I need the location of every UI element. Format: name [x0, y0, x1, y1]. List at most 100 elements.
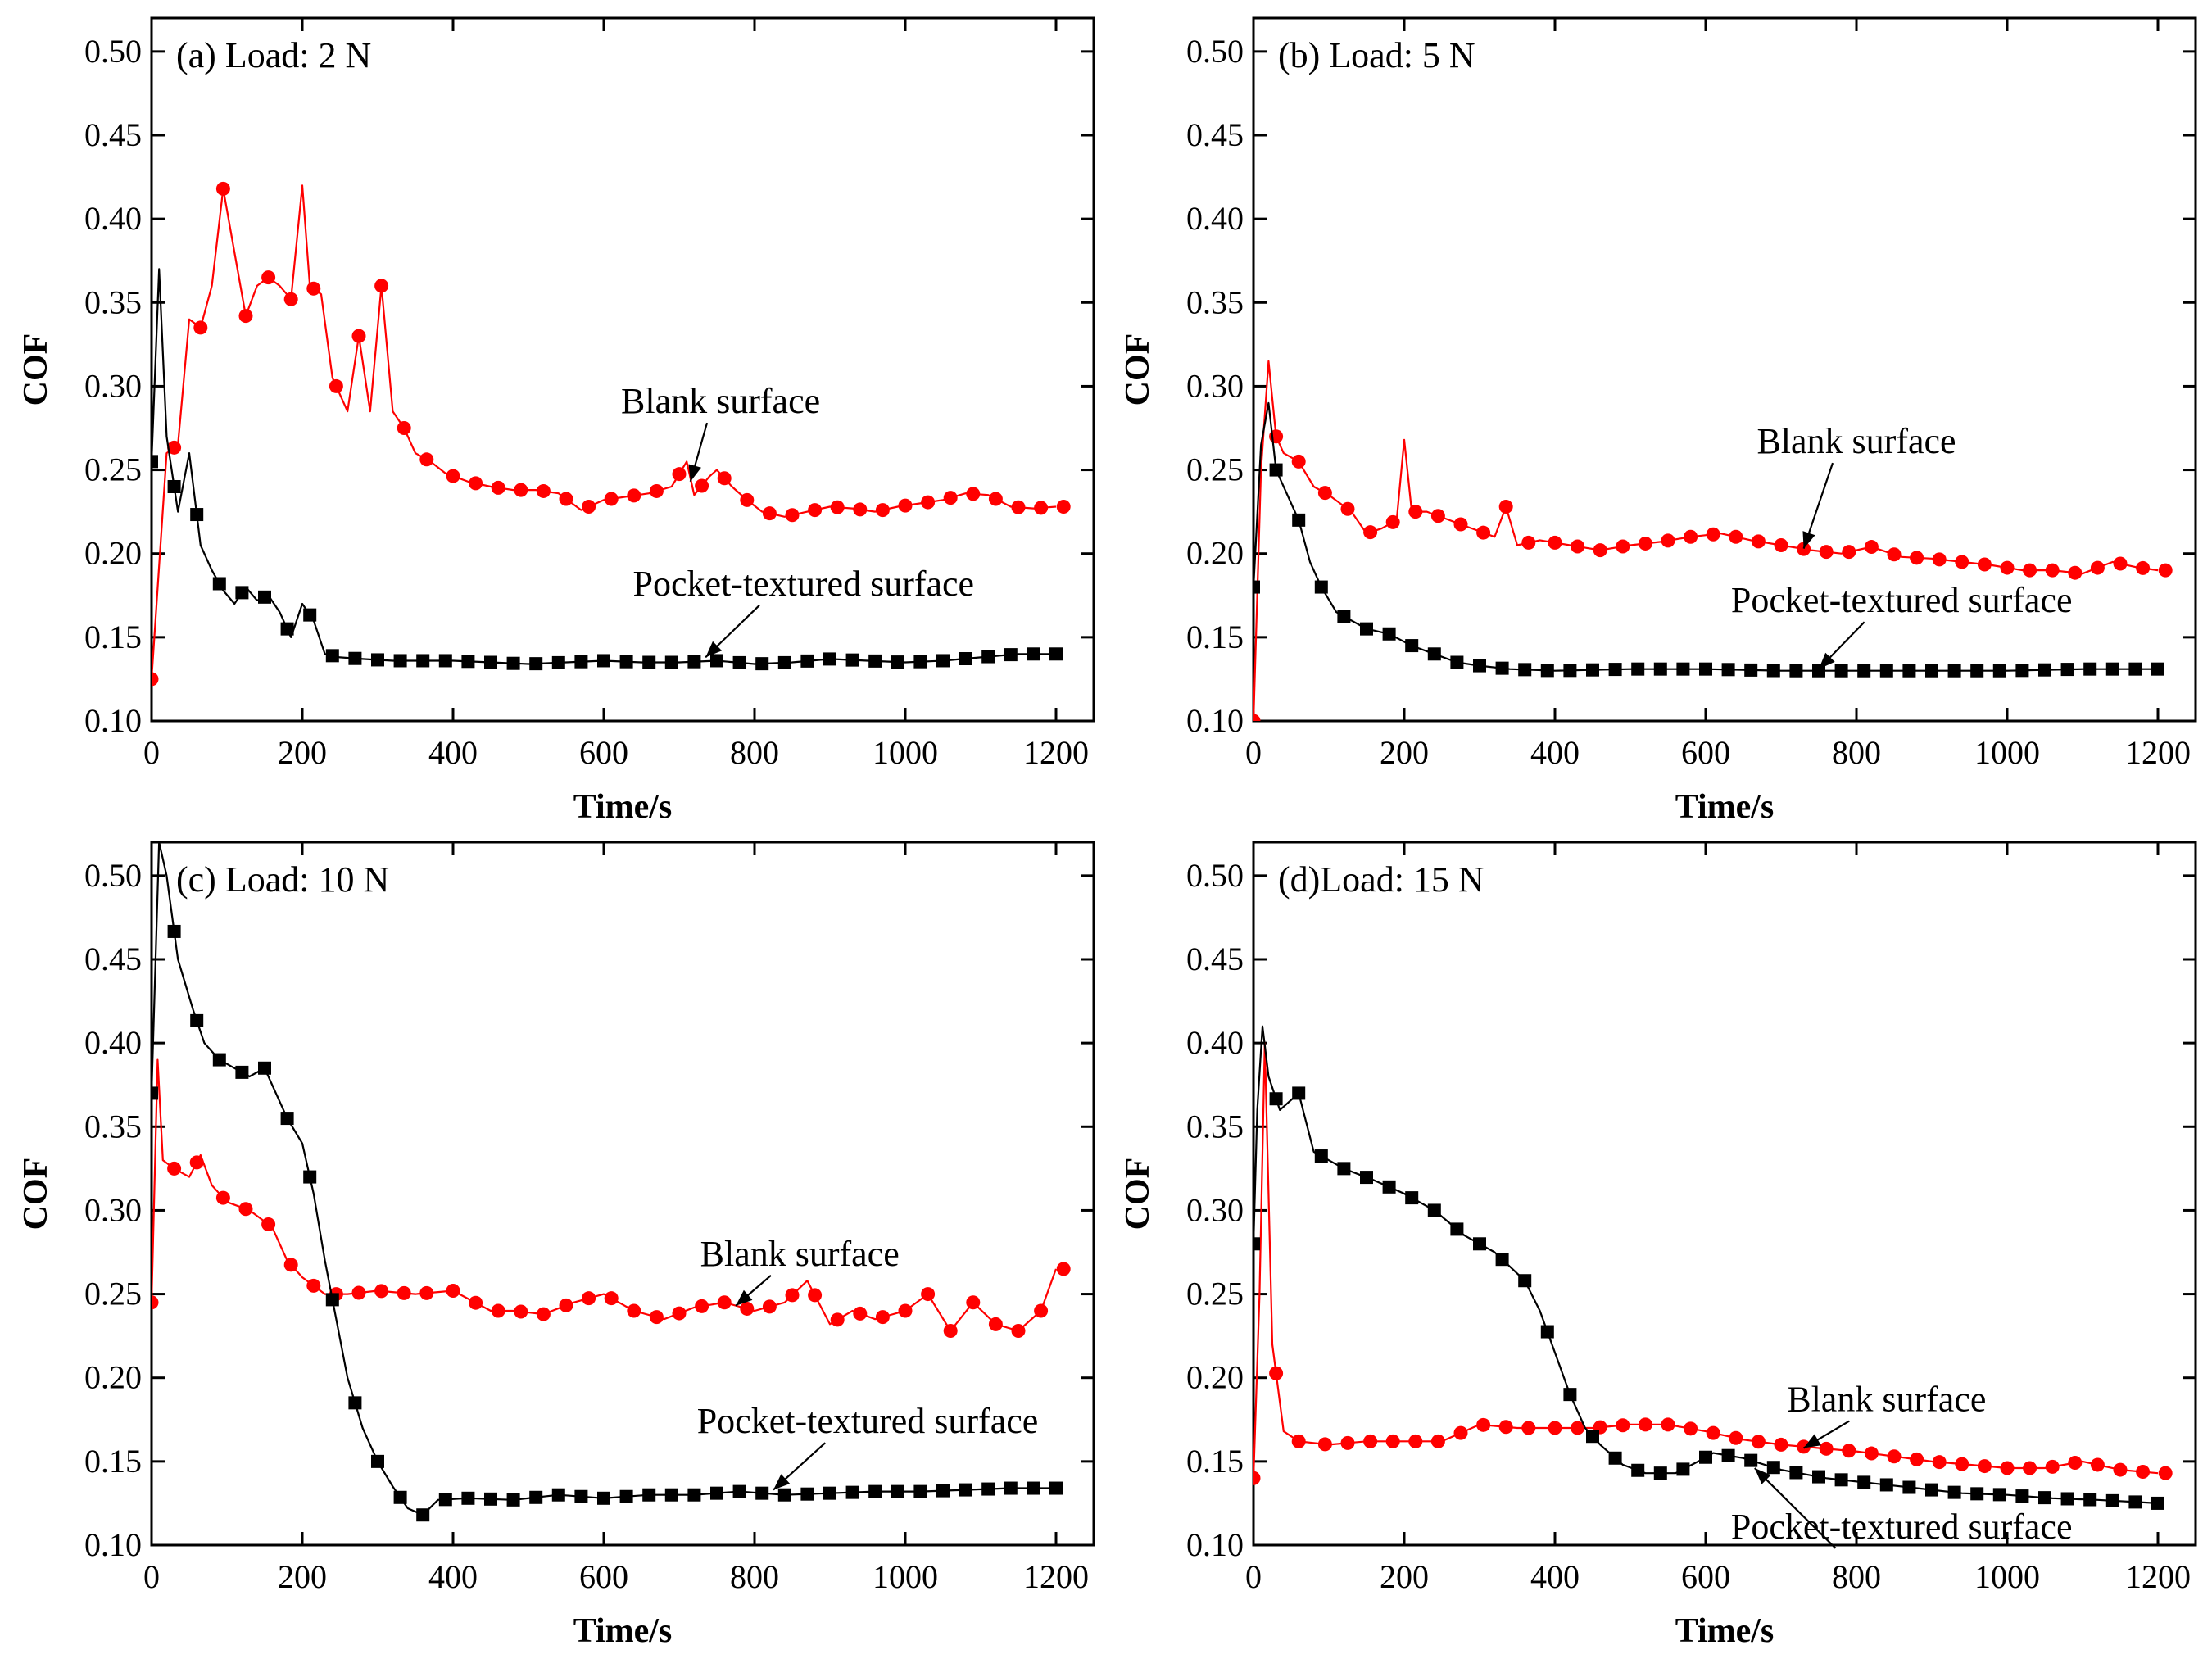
data-point-pocket — [1292, 1086, 1306, 1100]
data-point-pocket — [2151, 662, 2164, 676]
data-point-pocket — [1721, 1448, 1735, 1462]
data-point-pocket — [1253, 580, 1260, 594]
x-tick-label: 1200 — [1023, 734, 1089, 771]
data-point-pocket — [1360, 622, 1373, 636]
data-point-blank — [215, 181, 230, 196]
chart-panel-d: 0.10 0.15 0.20 0.25 0.30 0.35 0.40 0.45 0.50 0 200… — [1119, 841, 2197, 1650]
x-tick-label: 600 — [579, 1558, 628, 1595]
data-point-pocket — [777, 1488, 791, 1502]
arrowhead-icon — [1754, 1468, 1771, 1484]
data-point-pocket — [574, 655, 588, 669]
data-point-pocket — [1382, 1180, 1396, 1194]
data-point-pocket — [1744, 663, 1758, 677]
data-point-pocket — [190, 1013, 204, 1027]
data-point-blank — [627, 488, 641, 503]
data-point-pocket — [1879, 1478, 1893, 1492]
data-point-pocket — [868, 1484, 882, 1498]
series-line-pocket — [1253, 1025, 2159, 1504]
data-point-pocket — [1540, 1325, 1554, 1339]
data-point-pocket — [1902, 664, 1916, 678]
data-point-blank — [604, 492, 619, 506]
data-point-pocket — [325, 1293, 339, 1307]
y-tick-label: 0.35 — [1186, 283, 1244, 320]
data-point-pocket — [1947, 1485, 1961, 1499]
y-tick-label: 0.15 — [84, 619, 142, 655]
y-tick-label: 0.25 — [84, 451, 142, 488]
y-tick-label: 0.25 — [1186, 451, 1244, 488]
data-point-blank — [1521, 535, 1536, 550]
data-point-blank — [419, 452, 434, 467]
data-point-blank — [1751, 1435, 1766, 1449]
x-tick-label: 1200 — [2125, 734, 2191, 771]
y-tick-label: 0.15 — [1186, 619, 1244, 655]
data-point-pocket — [484, 655, 497, 669]
arrowhead-icon — [1803, 1434, 1821, 1448]
data-point-pocket — [393, 654, 407, 668]
data-point-blank — [898, 498, 913, 513]
data-point-blank — [261, 270, 276, 285]
data-point-pocket — [1992, 664, 2006, 678]
data-point-pocket — [235, 1065, 249, 1079]
data-point-pocket — [619, 655, 633, 669]
data-point-pocket — [2128, 1495, 2142, 1509]
data-point-blank — [2113, 556, 2128, 571]
panel-title: (c) Load: 10 N — [176, 859, 389, 900]
data-point-blank — [2023, 1461, 2037, 1475]
data-point-pocket — [1857, 1475, 1871, 1489]
data-point-blank — [1729, 529, 1743, 544]
data-point-pocket — [1947, 664, 1961, 678]
data-point-blank — [1977, 557, 1992, 572]
annotation-pocket: Pocket-textured surface — [1731, 1507, 2073, 1547]
y-axis-label: COF — [1119, 1158, 1157, 1231]
plot-frame — [150, 16, 1095, 723]
data-point-blank — [627, 1303, 641, 1318]
data-point-blank — [672, 467, 687, 482]
data-point-pocket — [1049, 1481, 1063, 1495]
y-tick-label: 0.45 — [1186, 940, 1244, 977]
data-point-pocket — [438, 654, 452, 668]
data-point-pocket — [1540, 664, 1554, 678]
y-tick-label: 0.45 — [84, 116, 142, 153]
y-tick-label: 0.30 — [84, 367, 142, 404]
data-point-pocket — [1253, 1237, 1260, 1251]
x-tick-label: 400 — [1530, 1558, 1580, 1595]
data-point-blank — [329, 378, 343, 393]
data-point-blank — [717, 1295, 732, 1310]
data-point-pocket — [1473, 1237, 1486, 1251]
data-point-pocket — [1337, 610, 1351, 623]
data-point-pocket — [1314, 1149, 1328, 1163]
data-point-pocket — [959, 1483, 972, 1497]
data-point-pocket — [1586, 663, 1599, 677]
data-point-pocket — [664, 1488, 678, 1502]
data-point-pocket — [732, 655, 746, 669]
data-point-blank — [988, 1317, 1003, 1331]
data-point-blank — [2158, 563, 2173, 578]
data-point-pocket — [2083, 1493, 2097, 1507]
data-point-blank — [649, 483, 664, 498]
data-point-blank — [2136, 560, 2151, 575]
data-point-blank — [1819, 545, 1834, 560]
arrowhead-icon — [773, 1474, 791, 1490]
data-point-blank — [2045, 563, 2060, 578]
data-point-blank — [351, 329, 366, 343]
data-point-pocket — [1563, 664, 1577, 678]
data-point-blank — [1864, 540, 1879, 555]
data-point-blank — [1571, 1421, 1585, 1435]
x-axis-label: Time/s — [573, 1612, 673, 1650]
y-tick-label: 0.40 — [1186, 1024, 1244, 1061]
data-point-blank — [853, 502, 868, 517]
y-tick-label: 0.10 — [1186, 1526, 1244, 1563]
data-point-pocket — [484, 1492, 497, 1506]
data-point-pocket — [642, 1488, 656, 1502]
data-point-pocket — [1027, 647, 1040, 661]
data-point-blank — [1056, 500, 1071, 514]
data-point-blank — [1340, 1435, 1355, 1450]
data-point-pocket — [981, 650, 995, 664]
data-point-pocket — [2060, 1492, 2074, 1506]
arrowhead-icon — [688, 464, 701, 482]
data-point-pocket — [1721, 663, 1735, 677]
data-point-blank — [785, 1288, 800, 1303]
x-tick-label: 800 — [1832, 1558, 1881, 1595]
data-point-pocket — [1563, 1388, 1577, 1402]
x-tick-label: 200 — [278, 734, 327, 771]
